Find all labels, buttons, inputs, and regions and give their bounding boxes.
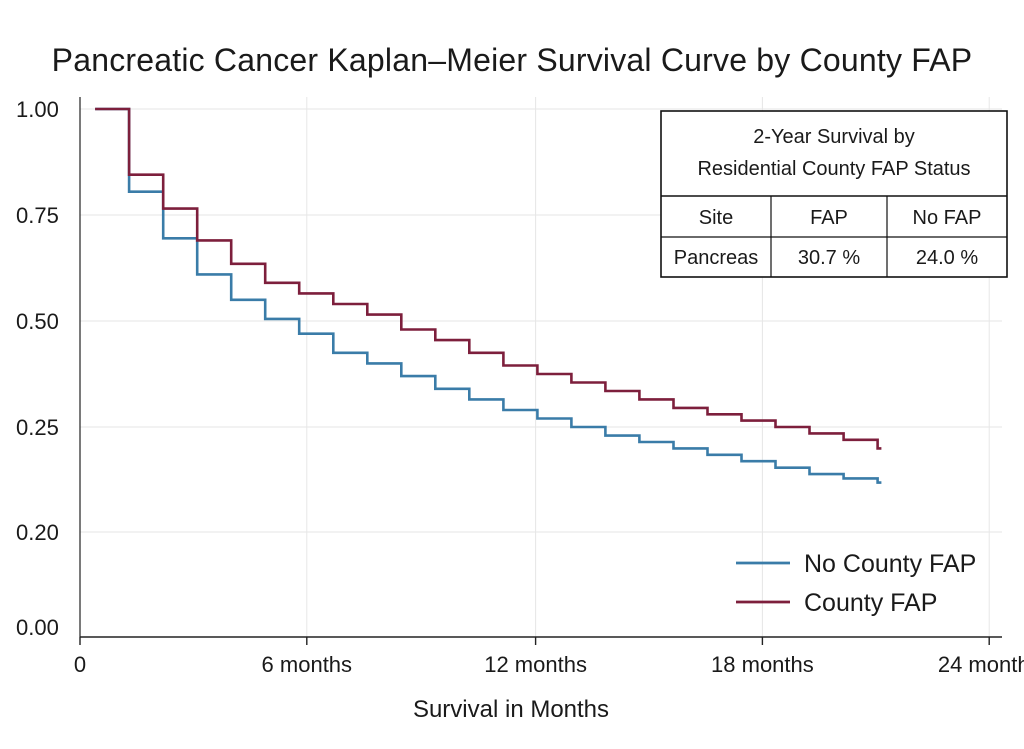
y-tick-label: 0.00	[16, 615, 59, 640]
x-tick-label: 0	[74, 652, 86, 677]
table-cell: 30.7 %	[798, 247, 860, 269]
table-title-line1: 2-Year Survival by	[753, 126, 915, 148]
y-tick-label: 0.25	[16, 415, 59, 440]
survival-curves	[95, 107, 882, 484]
table-cell: Pancreas	[674, 247, 759, 269]
table-cell: 24.0 %	[916, 247, 978, 269]
grid-lines	[80, 97, 1002, 637]
table-header-cell: FAP	[810, 207, 848, 229]
series-no-county-fap	[95, 107, 882, 484]
legend: No County FAP County FAP	[736, 550, 976, 617]
chart-title: Pancreatic Cancer Kaplan–Meier Survival …	[51, 42, 973, 78]
x-axis-title: Survival in Months	[413, 696, 609, 723]
series-county-fap	[95, 107, 882, 450]
axes	[79, 97, 1002, 645]
table-title-line2: Residential County FAP Status	[697, 158, 970, 180]
x-tick-label: 6 months	[262, 652, 353, 677]
y-tick-labels: 0.00 0.20 0.25 0.50 0.75 1.00	[16, 97, 59, 640]
y-tick-label: 0.75	[16, 203, 59, 228]
y-tick-label: 1.00	[16, 97, 59, 122]
x-tick-label: 18 months	[711, 652, 814, 677]
y-tick-label: 0.20	[16, 520, 59, 545]
legend-label: County FAP	[804, 589, 937, 617]
x-tick-label: 24 months	[938, 652, 1024, 677]
table-header-cell: No FAP	[913, 207, 982, 229]
x-tick-labels: 0 6 months 12 months 18 months 24 months	[74, 652, 1024, 677]
table-header-cell: Site	[699, 207, 733, 229]
table-frame	[660, 110, 1008, 278]
legend-label: No County FAP	[804, 550, 976, 578]
y-tick-label: 0.50	[16, 309, 59, 334]
survival-table: 2-Year Survival by Residential County FAP…	[660, 110, 1008, 278]
x-tick-label: 12 months	[484, 652, 587, 677]
